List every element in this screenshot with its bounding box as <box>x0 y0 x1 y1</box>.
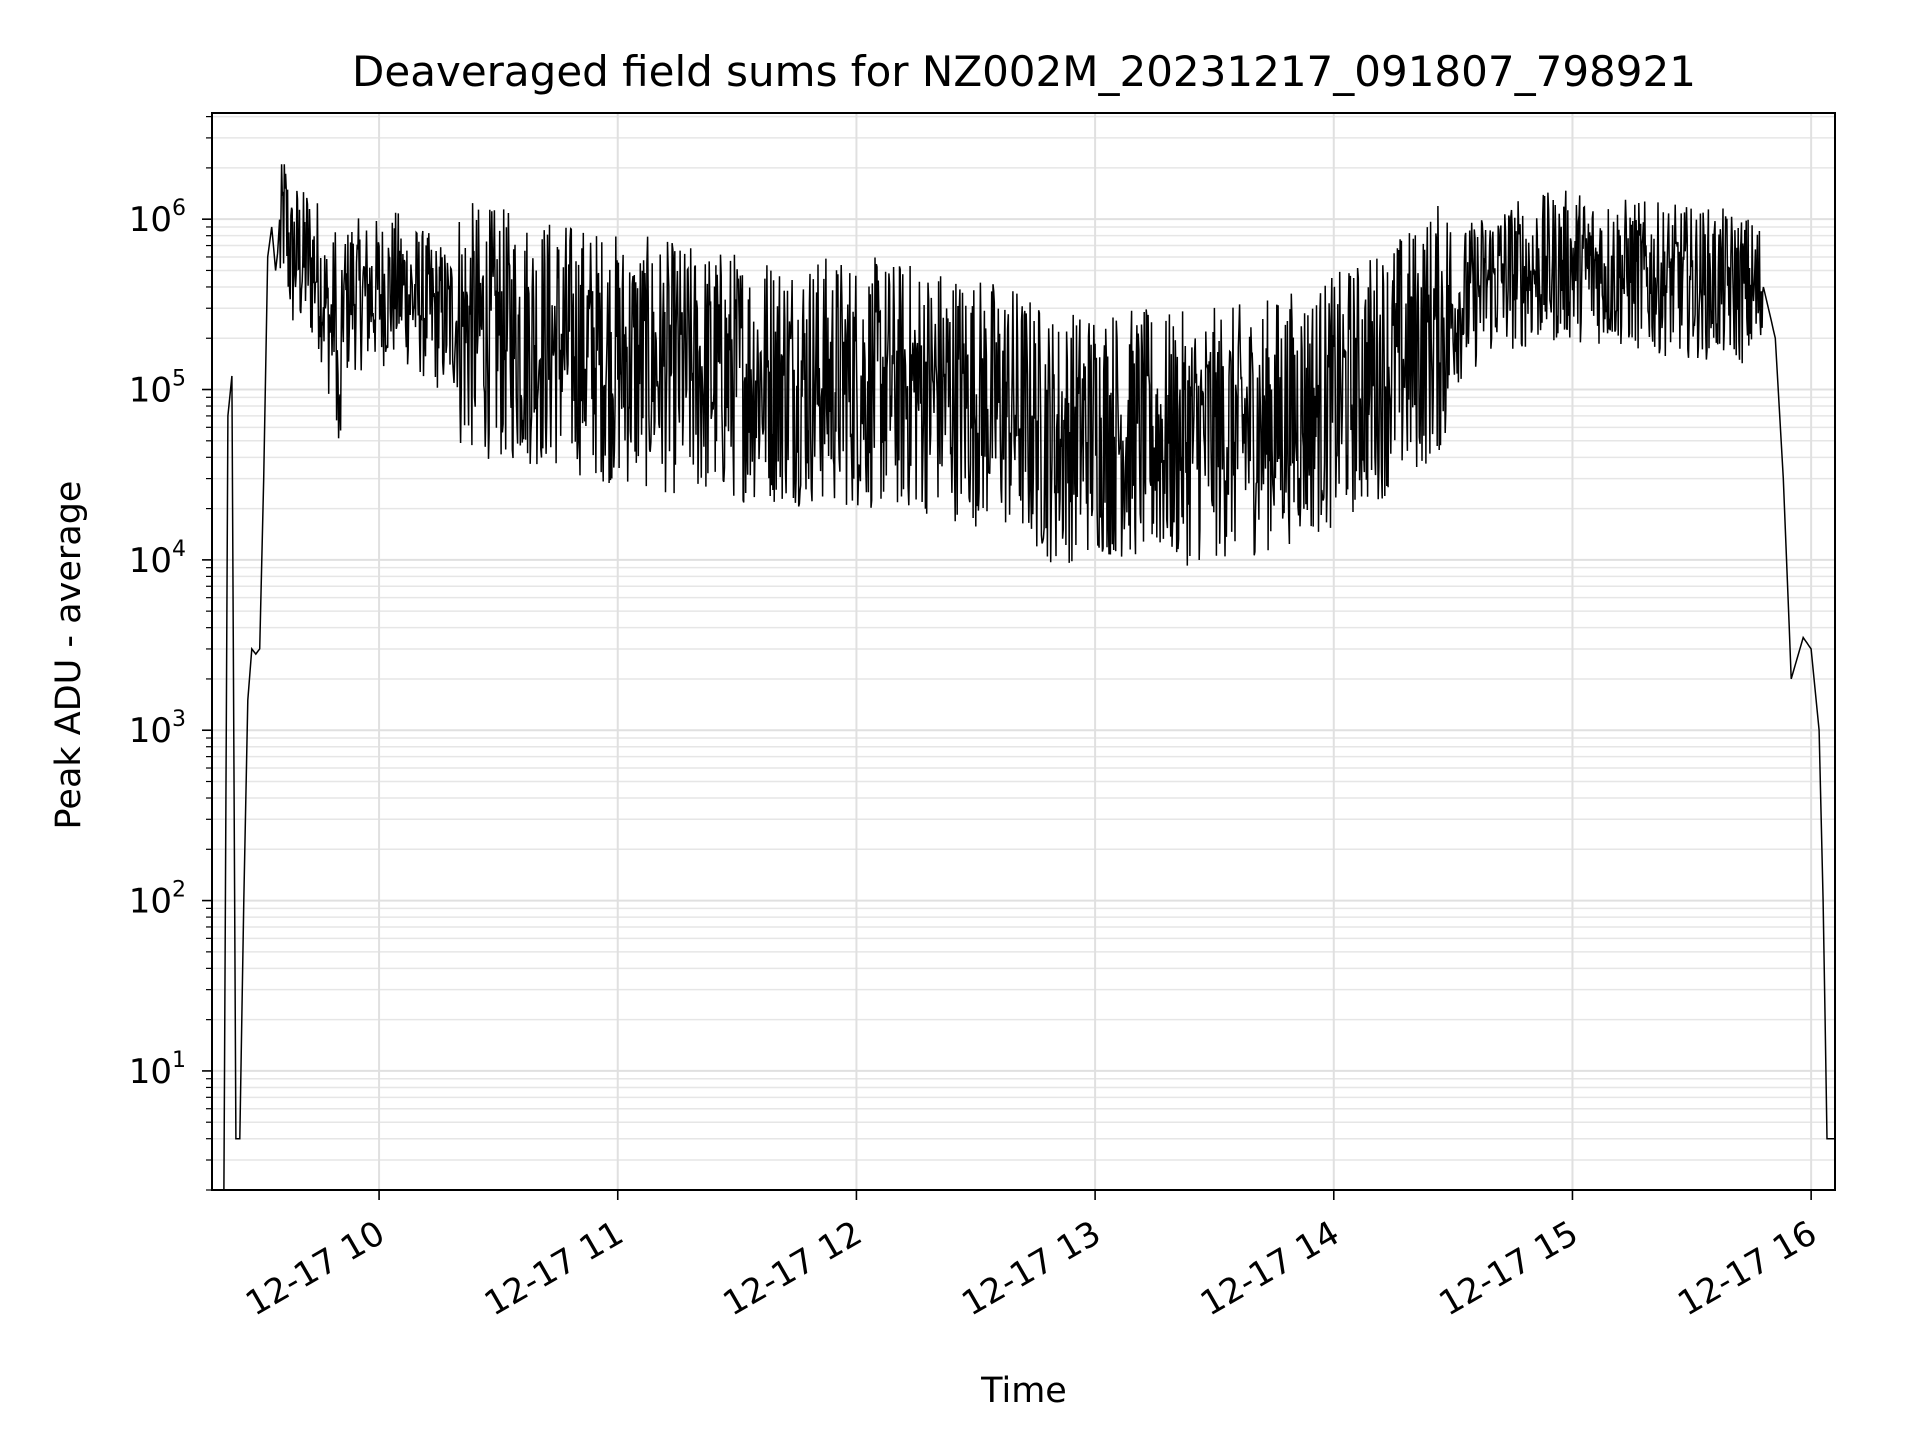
x-tick-label: 12-17 10 <box>239 1213 391 1324</box>
series-line <box>223 164 1835 1191</box>
plot-frame <box>211 112 1836 1191</box>
y-tick-label: 105 <box>129 367 186 411</box>
x-tick-label: 12-17 15 <box>1433 1213 1585 1324</box>
y-tick-label: 103 <box>129 707 186 751</box>
y-tick-label: 102 <box>129 878 186 922</box>
x-tick-label: 12-17 16 <box>1671 1213 1823 1324</box>
y-tick-label: 106 <box>129 196 186 240</box>
chart-title: Deaveraged field sums for NZ002M_2023121… <box>352 47 1696 96</box>
plot-area <box>223 164 1835 1191</box>
x-axis-label: Time <box>980 1371 1067 1411</box>
x-tick-label: 12-17 11 <box>478 1213 630 1324</box>
y-tick-label: 101 <box>129 1048 186 1092</box>
x-tick-label: 12-17 14 <box>1194 1213 1346 1324</box>
y-axis-label: Peak ADU - average <box>49 481 89 830</box>
y-tick-label: 104 <box>129 537 186 581</box>
x-tick-label: 12-17 13 <box>955 1213 1107 1324</box>
x-tick-label: 12-17 12 <box>717 1213 869 1324</box>
